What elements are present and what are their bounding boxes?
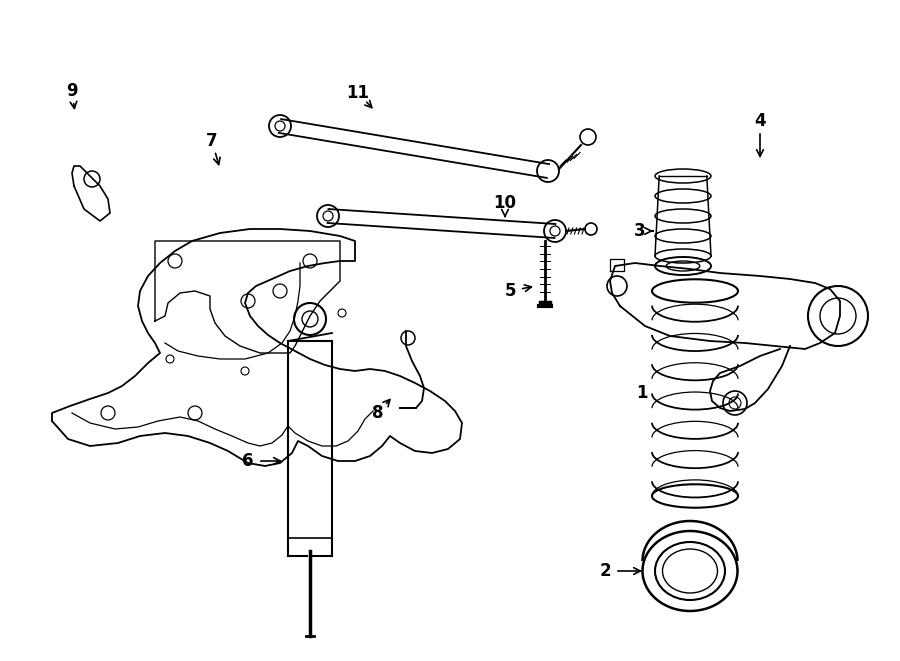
Text: 9: 9 bbox=[67, 82, 77, 100]
Text: 6: 6 bbox=[242, 452, 254, 470]
Text: 7: 7 bbox=[206, 132, 218, 150]
Text: 10: 10 bbox=[493, 194, 517, 212]
Text: 1: 1 bbox=[636, 384, 648, 402]
Text: 11: 11 bbox=[346, 84, 370, 102]
Text: 8: 8 bbox=[373, 404, 383, 422]
Text: 2: 2 bbox=[599, 562, 611, 580]
Text: 3: 3 bbox=[634, 222, 646, 240]
Text: 4: 4 bbox=[754, 112, 766, 130]
Text: 5: 5 bbox=[504, 282, 516, 300]
